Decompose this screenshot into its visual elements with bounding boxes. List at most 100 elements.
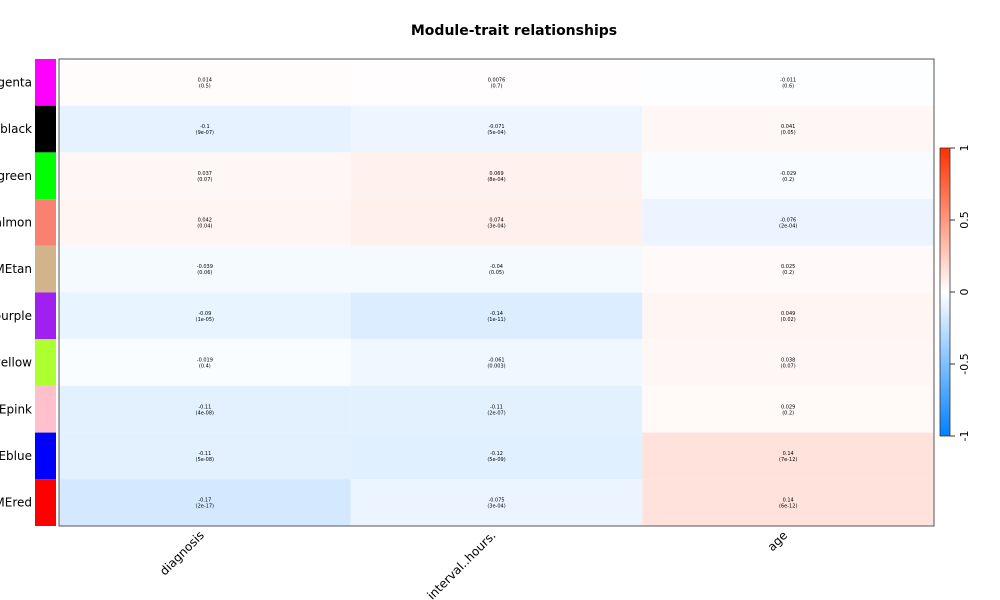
- heatmap-cell: [350, 105, 643, 153]
- cell-correlation-label: 0.029: [781, 404, 795, 410]
- heatmap-cell: [59, 59, 351, 106]
- cell-correlation-label: -0.11: [198, 404, 211, 410]
- color-scale-legend: 1 0.5 0 -0.5 -1: [939, 145, 971, 442]
- heatmap-cell: [59, 152, 351, 200]
- column-label: age: [765, 528, 791, 554]
- cell-pvalue-label: (9e-07): [196, 130, 214, 136]
- cell-correlation-label: 0.042: [198, 217, 212, 223]
- cell-pvalue-label: (0.6): [782, 83, 794, 89]
- cell-correlation-label: -0.019: [197, 358, 213, 364]
- cell-pvalue-label: (0.07): [197, 177, 212, 183]
- cell-pvalue-label: (0.04): [197, 223, 212, 229]
- cell-pvalue-label: (0.2): [782, 177, 794, 183]
- cell-pvalue-label: (5e-09): [487, 457, 505, 463]
- chart-title: Module-trait relationships: [411, 23, 617, 39]
- color-scale-tick-label: -1: [958, 431, 971, 442]
- heatmap-cell: [642, 432, 934, 480]
- cell-correlation-label: -0.011: [780, 77, 796, 83]
- row-color-swatch: [35, 59, 56, 106]
- cell-correlation-label: -0.076: [780, 217, 796, 223]
- cell-pvalue-label: (0.4): [199, 364, 211, 370]
- cell-pvalue-label: (0.07): [781, 364, 796, 370]
- cell-pvalue-label: (1e-11): [487, 317, 505, 323]
- cell-correlation-label: -0.11: [490, 404, 503, 410]
- heatmap-cell: [350, 199, 643, 246]
- heatmap-cell: [59, 199, 351, 246]
- color-scale-tick-label: 1: [958, 145, 971, 152]
- cell-correlation-label: -0.071: [488, 124, 504, 130]
- cell-pvalue-label: (5e-04): [487, 130, 505, 136]
- cell-correlation-label: -0.12: [490, 451, 503, 457]
- heatmap-cell: [59, 292, 351, 340]
- cell-correlation-label: 0.069: [489, 171, 503, 177]
- cell-correlation-label: -0.1: [200, 124, 210, 130]
- row-label: ourple: [0, 309, 32, 323]
- row-label: Epink: [0, 402, 32, 416]
- color-scale-tick-label: 0.5: [958, 211, 971, 229]
- cell-correlation-label: 0.038: [781, 358, 795, 364]
- row-color-swatch: [35, 292, 56, 340]
- cell-pvalue-label: (0.2): [782, 410, 794, 416]
- cell-pvalue-label: (3e-04): [487, 504, 505, 510]
- cell-correlation-label: 0.014: [198, 77, 212, 83]
- heatmap-cell: [642, 292, 934, 340]
- cell-pvalue-label: (6e-12): [779, 504, 797, 510]
- cell-correlation-label: -0.04: [490, 264, 503, 270]
- cell-pvalue-label: (0.003): [487, 364, 505, 370]
- cell-pvalue-label: (8e-04): [487, 177, 505, 183]
- column-label: diagnosis: [157, 528, 207, 578]
- cell-correlation-label: -0.061: [488, 358, 504, 364]
- cell-pvalue-label: (2e-04): [779, 223, 797, 229]
- heatmap-cell: [350, 432, 643, 480]
- heatmap-cell: [642, 245, 934, 293]
- row-color-swatch: [35, 385, 56, 433]
- color-scale-bar: [939, 147, 951, 437]
- cell-correlation-label: -0.14: [490, 311, 503, 317]
- cell-correlation-label: -0.039: [197, 264, 213, 270]
- heatmap-cell: [59, 339, 351, 386]
- heatmap-cells: 0.014(0.5) 0.0076(0.7) -0.011(0.6) -0.1(9e-…: [59, 59, 934, 526]
- heatmap-cell: [642, 385, 934, 433]
- cell-pvalue-label: (4e-08): [196, 410, 214, 416]
- cell-pvalue-label: (0.2): [782, 270, 794, 276]
- cell-correlation-label: -0.11: [198, 451, 211, 457]
- heatmap-cell: [350, 59, 643, 106]
- row-label: Eblue: [0, 449, 32, 463]
- cell-correlation-label: -0.09: [198, 311, 211, 317]
- column-label: interval..hours.: [424, 528, 498, 600]
- cell-pvalue-label: (0.02): [781, 317, 796, 323]
- heatmap-cell: [642, 105, 934, 153]
- cell-pvalue-label: (7e-12): [779, 457, 797, 463]
- heatmap-cell: [350, 152, 643, 200]
- heatmap-cell: [350, 385, 643, 433]
- heatmap-cell: [59, 105, 351, 153]
- cell-correlation-label: -0.075: [488, 498, 504, 504]
- heatmap-cell: [642, 59, 934, 106]
- cell-correlation-label: 0.037: [198, 171, 212, 177]
- row-color-swatch: [35, 479, 56, 526]
- cell-pvalue-label: (0.05): [489, 270, 504, 276]
- heatmap-cell: [59, 385, 351, 433]
- cell-correlation-label: -0.029: [780, 171, 796, 177]
- cell-correlation-label: 0.074: [489, 217, 503, 223]
- row-color-swatch: [35, 199, 56, 246]
- row-color-swatch: [35, 245, 56, 293]
- cell-pvalue-label: (0.06): [197, 270, 212, 276]
- heatmap-cell: [59, 479, 351, 526]
- heatmap-cell: [350, 292, 643, 340]
- heatmap-cell: [642, 199, 934, 246]
- heatmap-cell: [350, 479, 643, 526]
- cell-pvalue-label: (0.05): [781, 130, 796, 136]
- heatmap-cell: [350, 245, 643, 293]
- row-color-strip: [35, 59, 56, 526]
- cell-correlation-label: 0.049: [781, 311, 795, 317]
- cell-pvalue-label: (1e-05): [196, 317, 214, 323]
- row-label: genta: [0, 75, 32, 89]
- cell-correlation-label: 0.025: [781, 264, 795, 270]
- row-color-swatch: [35, 152, 56, 200]
- color-scale-tick-label: -0.5: [958, 353, 971, 374]
- cell-pvalue-label: (5e-08): [196, 457, 214, 463]
- heatmap-cell: [59, 245, 351, 293]
- column-labels: diagnosis interval..hours. age: [157, 528, 790, 600]
